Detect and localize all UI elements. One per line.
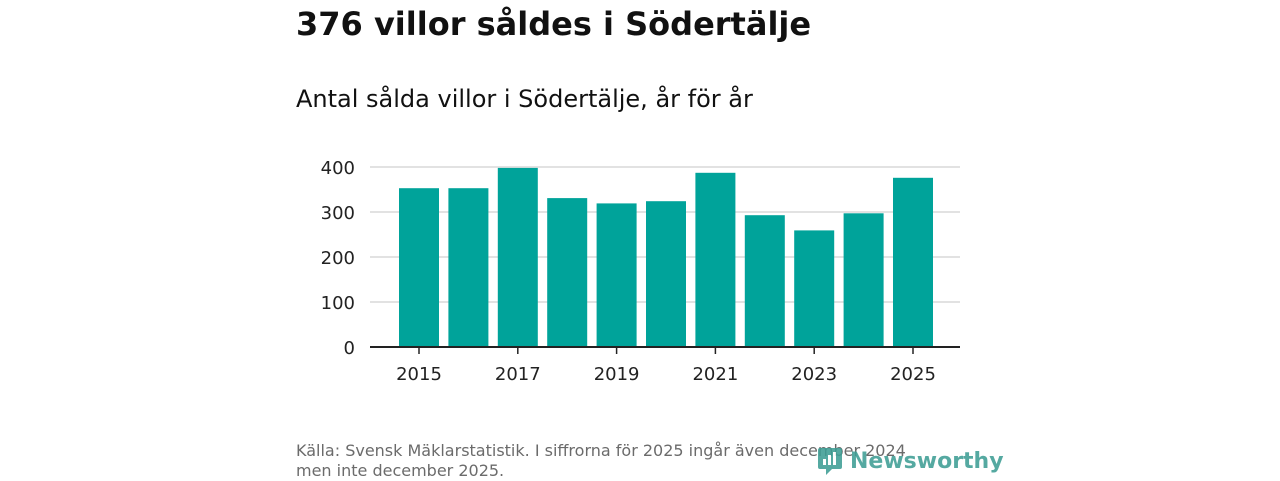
chart-subtitle: Antal sålda villor i Södertälje, år för … — [296, 85, 753, 113]
y-tick-label-400: 400 — [321, 158, 355, 179]
y-tick-label-300: 300 — [321, 203, 355, 224]
source-line-1: Källa: Svensk Mäklarstatistik. I siffror… — [296, 441, 906, 460]
bar-2019 — [596, 203, 637, 347]
source-note: Källa: Svensk Mäklarstatistik. I siffror… — [296, 441, 906, 481]
y-axis-tick-labels: 0 100 200 300 400 — [321, 158, 355, 359]
bar-2024 — [843, 213, 884, 347]
x-tick-label-2019: 2019 — [594, 364, 640, 385]
bar-2017 — [497, 167, 538, 347]
x-tick-label-2023: 2023 — [791, 364, 837, 385]
source-line-2: men inte december 2025. — [296, 461, 505, 480]
x-tick-label-2021: 2021 — [692, 364, 738, 385]
bar-2015 — [399, 188, 439, 347]
x-axis-tick-labels: 2015 2017 2019 2021 2023 2025 — [396, 364, 936, 385]
bar-2016 — [448, 188, 489, 347]
newsworthy-logo-text: Newsworthy — [850, 449, 1004, 474]
bars — [399, 167, 933, 347]
bar-2018 — [547, 198, 588, 347]
chart-headline: 376 villor såldes i Södertälje — [296, 5, 812, 43]
newsworthy-logo-icon — [818, 448, 842, 475]
bar-2023 — [794, 230, 835, 347]
x-tick-label-2025: 2025 — [890, 364, 936, 385]
y-tick-label-200: 200 — [321, 248, 355, 269]
y-tick-label-0: 0 — [344, 338, 355, 359]
x-tick-label-2017: 2017 — [495, 364, 541, 385]
x-tick-label-2015: 2015 — [396, 364, 442, 385]
bar-2022 — [744, 215, 785, 347]
bar-2021 — [695, 172, 736, 347]
x-axis-ticks — [418, 347, 914, 354]
bar-2020 — [646, 201, 686, 347]
bar-2025 — [893, 177, 933, 347]
newsworthy-logo: Newsworthy — [816, 447, 1004, 477]
y-tick-label-100: 100 — [321, 293, 355, 314]
